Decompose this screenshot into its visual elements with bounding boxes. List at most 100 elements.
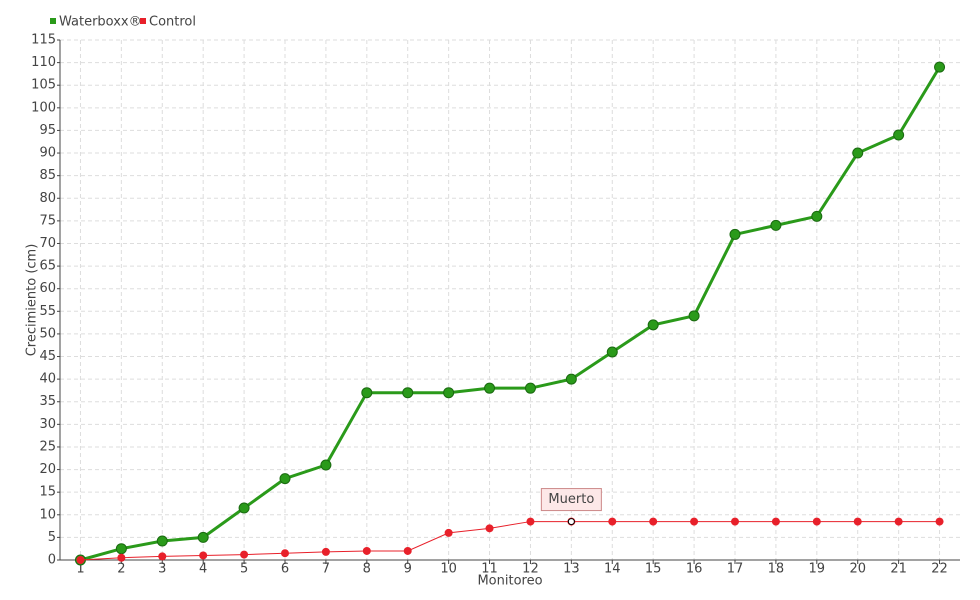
- y-tick-label: 25: [39, 439, 56, 454]
- point: [894, 517, 903, 526]
- y-tick-label: 0: [48, 553, 56, 568]
- point: [443, 387, 455, 399]
- y-tick-label: 55: [39, 304, 56, 319]
- series-line: [80, 66, 941, 562]
- y-tick-label: 90: [39, 146, 56, 161]
- annotation-point: [567, 518, 575, 526]
- x-tick-label: 9: [404, 562, 412, 577]
- x-tick-label: 2: [117, 562, 125, 577]
- y-tick-label: 10: [39, 507, 56, 522]
- point: [606, 346, 618, 358]
- point: [771, 517, 780, 526]
- y-tick-label: 60: [39, 281, 56, 296]
- y-tick-label: 85: [39, 168, 56, 183]
- point: [484, 382, 496, 394]
- point: [444, 528, 453, 537]
- x-tick-label: 4: [199, 562, 207, 577]
- point: [811, 210, 823, 222]
- point: [729, 228, 741, 240]
- point: [893, 129, 905, 141]
- point: [362, 546, 371, 555]
- x-tick-label: 7: [322, 562, 330, 577]
- y-tick-label: 20: [39, 462, 56, 477]
- x-tick-label: 13: [563, 562, 580, 577]
- point: [770, 219, 782, 231]
- y-tick-label: 70: [39, 236, 56, 251]
- y-tick-label: 105: [31, 78, 56, 93]
- y-tick-label: 45: [39, 349, 56, 364]
- x-tick-label: 15: [645, 562, 662, 577]
- y-tick-label: 115: [31, 33, 56, 48]
- x-tick-label: 6: [281, 562, 289, 577]
- y-axis-label: Crecimiento (cm): [25, 244, 40, 357]
- point: [852, 147, 864, 159]
- x-tick-label: 12: [522, 562, 539, 577]
- point: [526, 517, 535, 526]
- y-tick-label: 80: [39, 191, 56, 206]
- x-tick-label: 20: [849, 562, 866, 577]
- x-tick-label: 11: [481, 562, 498, 577]
- point: [649, 517, 658, 526]
- x-tick-label: 21: [890, 562, 907, 577]
- legend-label: Control: [149, 15, 196, 30]
- x-tick-label: 22: [931, 562, 948, 577]
- point: [361, 387, 373, 399]
- point: [485, 524, 494, 533]
- x-tick-label: 17: [727, 562, 744, 577]
- point: [934, 61, 946, 73]
- point: [690, 517, 699, 526]
- x-tick-label: 14: [604, 562, 621, 577]
- annotation-text: Muerto: [548, 492, 594, 507]
- x-tick-label: 10: [440, 562, 457, 577]
- point: [402, 387, 414, 399]
- point: [281, 549, 289, 558]
- point: [156, 535, 168, 547]
- point: [199, 551, 208, 560]
- point: [197, 531, 209, 543]
- point: [935, 517, 944, 526]
- y-tick-label: 35: [39, 394, 56, 409]
- y-tick-label: 95: [39, 123, 56, 138]
- point: [853, 517, 862, 526]
- point: [76, 556, 85, 564]
- point: [403, 546, 412, 555]
- y-tick-label: 50: [39, 326, 56, 341]
- y-tick-label: 100: [31, 100, 56, 115]
- point: [321, 547, 330, 556]
- y-tick-label: 5: [48, 530, 56, 545]
- point: [279, 473, 291, 485]
- series-line: [80, 521, 940, 561]
- point: [608, 517, 617, 526]
- legend-label: Waterboxx®: [59, 15, 142, 30]
- point: [117, 553, 126, 562]
- x-tick-label: 1: [76, 562, 84, 577]
- x-tick-label: 19: [809, 562, 826, 577]
- legend-swatch: [140, 18, 146, 24]
- point: [688, 310, 700, 322]
- point: [320, 459, 332, 471]
- y-tick-label: 15: [39, 485, 56, 500]
- y-tick-label: 40: [39, 372, 56, 387]
- x-tick-label: 16: [686, 562, 703, 577]
- x-tick-label: 8: [363, 562, 371, 577]
- legend-swatch: [50, 18, 56, 24]
- point: [812, 517, 821, 526]
- annotation-box: [540, 488, 602, 512]
- point: [565, 373, 577, 385]
- y-tick-label: 75: [39, 213, 56, 228]
- y-tick-label: 110: [31, 55, 56, 70]
- point: [647, 319, 659, 331]
- x-axis-label: Monitoreo: [477, 574, 542, 589]
- point: [158, 552, 167, 561]
- x-tick-label: 3: [158, 562, 166, 577]
- x-tick-label: 18: [768, 562, 785, 577]
- point: [115, 543, 127, 555]
- point: [524, 382, 536, 394]
- y-tick-label: 65: [39, 259, 56, 274]
- point: [238, 502, 250, 514]
- x-tick-label: 5: [240, 562, 248, 577]
- point: [731, 517, 739, 526]
- y-tick-label: 30: [39, 417, 56, 432]
- point: [240, 550, 249, 559]
